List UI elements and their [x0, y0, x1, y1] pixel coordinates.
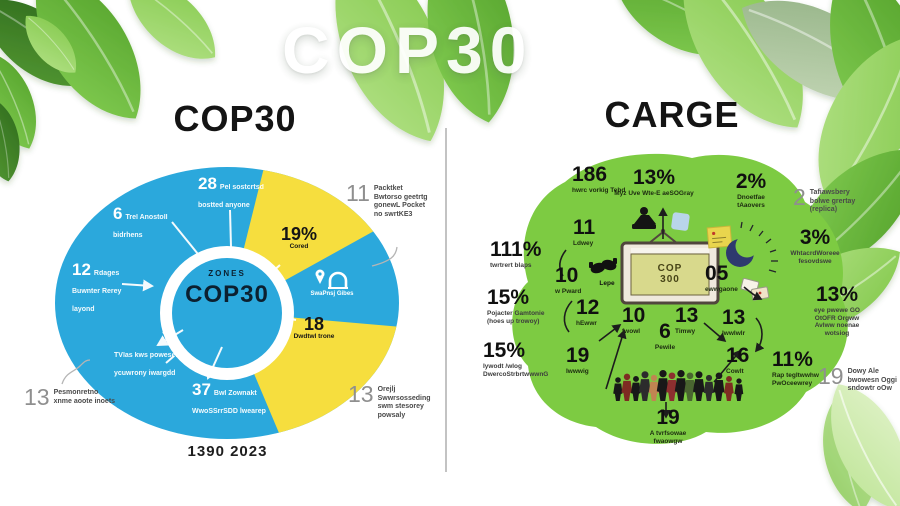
landmark-pin-icon — [315, 269, 348, 289]
flow-arrows — [559, 207, 765, 419]
donut-center-text: ZONES COP30 — [167, 269, 287, 309]
board-text: COP 300 — [657, 263, 683, 285]
left-footer-date: 1390 2023 — [187, 443, 268, 460]
blue-sticky-note-icon — [671, 212, 690, 231]
spoke-stat: 28 Pel sostcrtsd bostted anyone — [198, 174, 264, 209]
stat-block: 19 A tvrfsowae fwaowgw — [649, 406, 687, 445]
right-blob-chart — [512, 153, 848, 444]
callout-stat: 2 Tafiawsbery bolwe grertay (replica) — [793, 184, 856, 213]
right-title: CARGE — [604, 94, 740, 135]
stat-block: 111% twrtrert blaps — [490, 238, 542, 269]
stat-block: 11% Rap tegltwwhw PwOceewrey — [772, 348, 819, 387]
donut-center-title: COP30 — [185, 281, 269, 308]
stat-block: 3% WhtacrdWoreee fesovdswe — [790, 226, 840, 265]
stat-block: 13% Myz Uve Wte-E aeSOGray — [614, 166, 694, 197]
handshake-label: Lepe — [599, 280, 615, 287]
callout-stat: 13 Orejlj Swwrsosseding swm stesorey pow… — [348, 381, 431, 419]
stat-block: 13 Iwwlwlr — [722, 306, 746, 337]
stat-block: 19 Iwwwig — [566, 344, 590, 375]
stat-block: 11 Ldwey — [573, 216, 596, 247]
donut-hub — [172, 258, 282, 368]
stat-block: 13% eye pwewe GO OtOFR Orgww Avlww noena… — [814, 283, 860, 337]
yellow-sticky-note-icon — [706, 225, 733, 249]
stat-block: 2% Dnoetfae tAaovers — [735, 170, 767, 209]
moon-icon — [726, 221, 778, 273]
presentation-board-icon — [620, 228, 720, 305]
stat-block: 05 ewwgaone — [705, 262, 738, 293]
spoke-stat: 37 Bwl Zownakt WwoSSrrSDD lwearep — [192, 380, 266, 415]
donut-center-label: ZONES — [208, 269, 246, 278]
spoke-stat: 12 Rdages Buwnter Rerey layond — [72, 260, 122, 313]
stat-block: 16 Cowlt — [726, 344, 750, 375]
stat-block: 6 Pewile — [654, 320, 676, 351]
handshake-icon — [589, 258, 617, 274]
spoke-stat: 6 Trel Anostoll bidrhens — [113, 204, 168, 239]
spoke-stat: TVlas kws powesers ycuwrony iwargdd — [114, 352, 183, 377]
stat-block: 10 w Pward — [555, 264, 582, 295]
callout-stat: 19 Dowy Ale bwowesn Oggi sndowtr oOw — [818, 363, 897, 392]
donut-spoke-lines — [121, 209, 297, 380]
stat-block: 15% Iywodt /wlog DwercoStrbrtwwwnG — [483, 339, 549, 378]
stat-block: 13 Timwy — [675, 304, 699, 335]
landmark-pin-label: SwaPnsj Gibes — [310, 291, 354, 297]
segment-label: 19% Cored — [280, 224, 318, 250]
callout-stat: 13 Pesmonretno xnme aoote inoets — [24, 384, 116, 410]
left-title: COP30 — [173, 98, 297, 139]
callout-lines — [61, 246, 398, 385]
stat-block: 10 fwowl — [622, 304, 646, 335]
segment-label: 18 Dwdtwl trone — [293, 314, 335, 340]
donut-yellow-segment-1 — [228, 167, 399, 312]
watermark-title: COP30 — [282, 13, 534, 87]
stat-block: 12 hEwwr — [576, 296, 600, 327]
podium-speaker-icon — [632, 207, 656, 229]
stat-block: 15% Pojacter Gamtonie (hoes up trowoy) — [487, 286, 545, 325]
stat-block: 186 hwrc vorkig Tebd — [572, 163, 626, 194]
panel-divider — [445, 128, 447, 472]
callout-stat: 11 Packtket Bwtorso geetrtg gonewL Pocke… — [346, 180, 428, 218]
